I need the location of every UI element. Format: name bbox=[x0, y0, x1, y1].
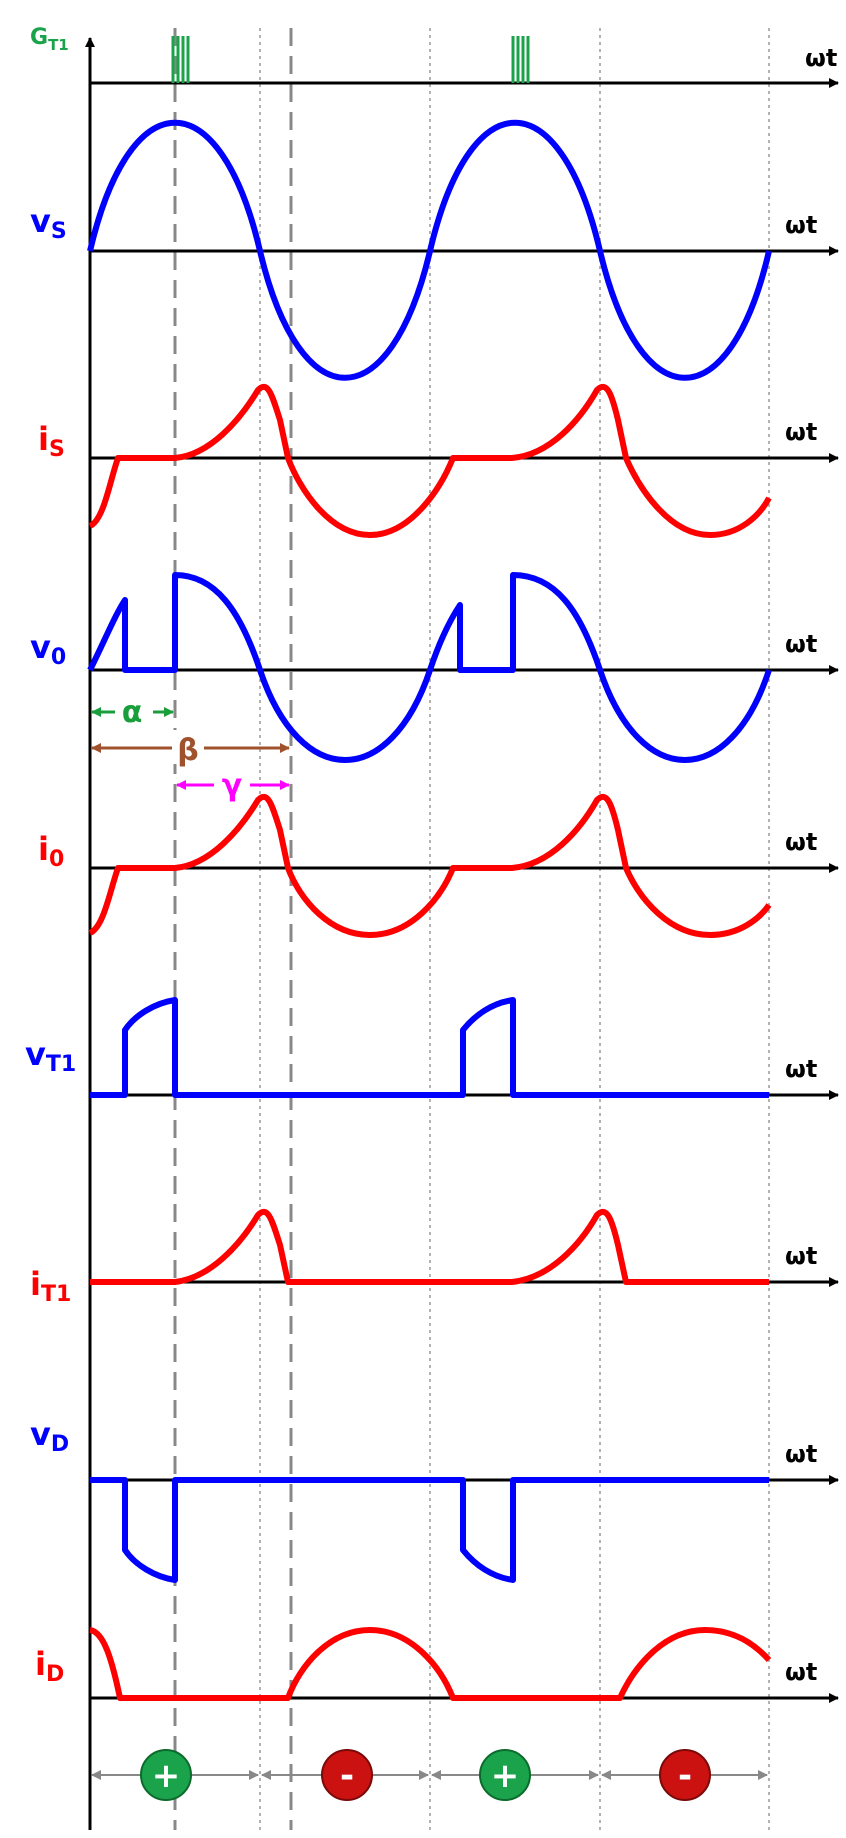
gate-pulse-2 bbox=[511, 36, 530, 83]
axis-label: ωt bbox=[785, 1440, 817, 1468]
row-v0: ωt v0 bbox=[30, 572, 839, 763]
interval-markers: + - + - bbox=[91, 1749, 768, 1801]
axis-label: ωt bbox=[785, 1242, 817, 1270]
sign-circle-2 bbox=[321, 1749, 373, 1801]
row-label-is: iS bbox=[38, 420, 65, 462]
row-label-vs: vS bbox=[30, 202, 67, 244]
waveform-i0 bbox=[88, 793, 772, 938]
sign-circle-1 bbox=[140, 1749, 192, 1801]
waveform-id bbox=[89, 1627, 772, 1701]
sign-label-1: + bbox=[152, 1756, 181, 1796]
row-vd: ωt vD bbox=[30, 1415, 839, 1583]
row-i0: ωt i0 bbox=[38, 793, 839, 938]
axis-label: ωt bbox=[785, 211, 817, 239]
row-label-id: iD bbox=[35, 1645, 64, 1687]
row-label-gt1: GT1 bbox=[30, 25, 69, 54]
gate-pulse-1 bbox=[171, 36, 190, 83]
axis-label: ωt bbox=[785, 1055, 817, 1083]
sign-label-3: + bbox=[491, 1756, 520, 1796]
angle-markers: α β γ bbox=[91, 695, 290, 803]
waveform-vs bbox=[87, 119, 772, 381]
row-label-it1: iT1 bbox=[30, 1265, 71, 1307]
sign-label-4: - bbox=[678, 1756, 692, 1796]
sign-label-2: - bbox=[340, 1756, 354, 1796]
axis-label: ωt bbox=[785, 828, 817, 856]
waveform-v0 bbox=[87, 572, 772, 763]
row-it1: ωt iT1 bbox=[30, 1208, 839, 1307]
sign-circle-3 bbox=[479, 1749, 531, 1801]
beta-label: β bbox=[177, 733, 198, 768]
sign-circle-4 bbox=[659, 1749, 711, 1801]
row-vt1: ωt vT1 bbox=[25, 997, 839, 1100]
row-is: ωt iS bbox=[38, 383, 839, 538]
axis-label: ωt bbox=[805, 44, 837, 72]
axis-label: ωt bbox=[785, 1658, 817, 1686]
waveform-vt1 bbox=[90, 997, 769, 1098]
row-vs: ωt vS bbox=[30, 119, 839, 381]
axis-label: ωt bbox=[785, 418, 817, 446]
row-gt1: ωt GT1 bbox=[30, 25, 839, 88]
row-label-v0: v0 bbox=[30, 628, 66, 670]
row-id: ωt iD bbox=[35, 1627, 839, 1703]
alpha-label: α bbox=[122, 695, 143, 730]
waveform-is bbox=[88, 383, 772, 538]
row-label-i0: i0 bbox=[38, 830, 64, 872]
waveform-it1 bbox=[90, 1208, 769, 1285]
row-label-vd: vD bbox=[30, 1415, 69, 1457]
waveform-vd bbox=[90, 1477, 769, 1583]
gamma-label: γ bbox=[222, 768, 242, 803]
row-label-vt1: vT1 bbox=[25, 1035, 76, 1077]
axis-label: ωt bbox=[785, 630, 817, 658]
